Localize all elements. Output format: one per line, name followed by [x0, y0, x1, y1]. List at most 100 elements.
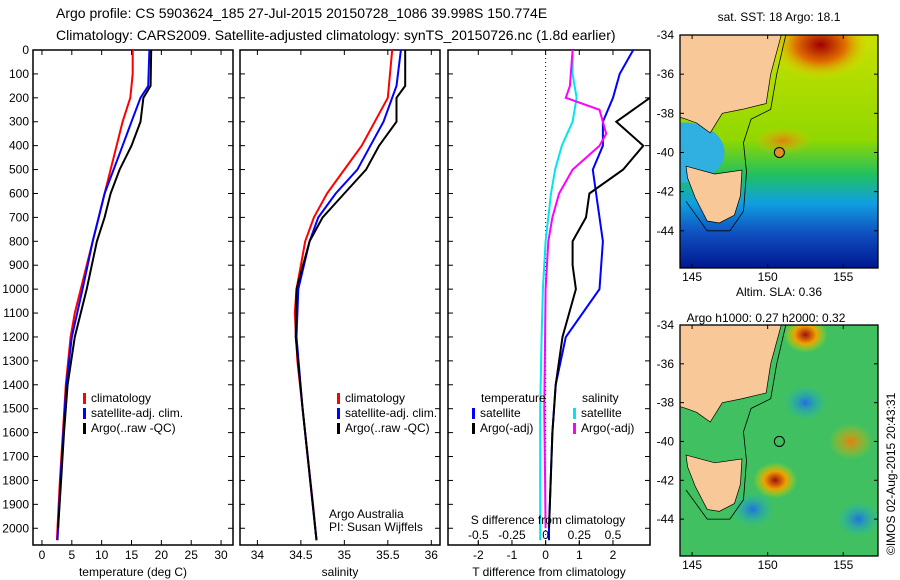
- map-x-tick-label: 150: [758, 558, 778, 572]
- legend-label: Argo(-adj): [581, 421, 634, 435]
- y-tick-label: 1400: [2, 378, 29, 392]
- x-tick-label: 1: [576, 548, 583, 562]
- map-y-tick-label: -38: [657, 396, 675, 410]
- plot-frame-0: [32, 49, 234, 546]
- x-tick-label: 15: [125, 548, 139, 562]
- y-tick-label: 600: [9, 186, 29, 200]
- x-tick-label: -2: [473, 548, 484, 562]
- y-tick-label: 1700: [2, 450, 29, 464]
- series-line-s-satellite: [539, 50, 578, 541]
- legend-swatch: [472, 423, 475, 434]
- legend-swatch: [472, 408, 475, 419]
- legend-title-temperature: temperature: [481, 391, 546, 405]
- copyright-label: ©IMOS 02-Aug-2015 20:43:31: [884, 392, 898, 555]
- x-tick-label: -1: [507, 548, 518, 562]
- y-tick-label: 0: [22, 43, 29, 57]
- legend-swatch: [573, 423, 576, 434]
- series-line-satellite-adj-clim-: [295, 50, 402, 541]
- x-tick-label: 2: [610, 548, 617, 562]
- legend-swatch: [83, 423, 86, 434]
- y-tick-label: 1800: [2, 473, 29, 487]
- x-tick-label: 34.5: [289, 548, 313, 562]
- y-tick-label: 1300: [2, 354, 29, 368]
- map-title: sat. SST: 18 Argo: 18.1: [718, 10, 841, 24]
- annotation: Argo Australia: [329, 507, 404, 521]
- x-tick-label: 25: [185, 548, 199, 562]
- y-tick-label: 1500: [2, 402, 29, 416]
- y-tick-label: 200: [9, 91, 29, 105]
- legend-label: satellite-adj. clim.: [91, 406, 183, 420]
- legend-swatch: [573, 408, 576, 419]
- sla-eddy: [783, 384, 828, 421]
- land-mainland: [680, 325, 782, 423]
- legend-label: climatology: [91, 391, 151, 405]
- legend-swatch: [83, 393, 86, 404]
- legend-swatch: [337, 393, 340, 404]
- map-y-tick-label: -34: [657, 318, 675, 332]
- map-y-tick-label: -36: [657, 67, 675, 81]
- series-line-argo-raw-qc-: [294, 50, 407, 541]
- series-line-argo-raw-qc-: [57, 50, 153, 529]
- sla-eddy: [836, 501, 878, 538]
- map-y-tick-label: -38: [657, 106, 675, 120]
- legend-swatch: [337, 423, 340, 434]
- x-tick-label: 0: [542, 548, 549, 562]
- map-y-tick-label: -40: [657, 145, 675, 159]
- argo-float-marker: [773, 146, 785, 158]
- x-tick-label: 35.5: [376, 548, 400, 562]
- map-title: Altim. SLA: 0.36: [736, 285, 822, 299]
- series-line-satellite-adj-clim-: [56, 50, 151, 541]
- sla-eddy: [828, 423, 873, 460]
- map-y-tick-label: -44: [657, 512, 675, 526]
- isobath-contour: [685, 325, 787, 520]
- y-tick-label: 1200: [2, 330, 29, 344]
- map-x-tick-label: 145: [682, 270, 702, 284]
- y-tick-label: 2000: [2, 521, 29, 535]
- map-y-tick-label: -36: [657, 357, 675, 371]
- y-tick-label: 300: [9, 115, 29, 129]
- land-tasmania: [685, 454, 743, 512]
- y-tick-label: 800: [9, 234, 29, 248]
- series-line-t-satellite: [548, 50, 635, 541]
- legend-label: satellite: [480, 406, 521, 420]
- legend-label: satellite: [581, 406, 622, 420]
- s-tick-label: 0: [542, 528, 549, 542]
- legend-label: Argo(..raw -QC): [345, 421, 430, 435]
- map-3: 145 150 155 -34 -36 -38 -40 -42 -44 sat. SST: 18 …: [657, 10, 879, 284]
- y-tick-label: 900: [9, 258, 29, 272]
- s-tick-label: -0.5: [468, 528, 489, 542]
- x-tick-label: 36: [425, 548, 439, 562]
- map-y-tick-label: -42: [657, 185, 675, 199]
- map-frame: [679, 324, 879, 557]
- y-tick-label: 1600: [2, 426, 29, 440]
- x-tick-label: 34: [251, 548, 265, 562]
- plot-frame-2: [447, 49, 651, 546]
- y-tick-label: 1900: [2, 497, 29, 511]
- x-tick-label: 20: [155, 548, 169, 562]
- y-tick-label: 1000: [2, 282, 29, 296]
- isobath-contour: [685, 35, 787, 232]
- series-line-climatology: [55, 50, 134, 541]
- legend-label: Argo(..raw -QC): [91, 421, 176, 435]
- y-tick-label: 500: [9, 163, 29, 177]
- map-4: 145 150 155 -34 -36 -38 -40 -42 -44 Altim. SLA: 0…: [657, 285, 879, 572]
- x-axis-label: T difference from climatology: [472, 565, 626, 579]
- y-tick-label: 400: [9, 139, 29, 153]
- x-tick-label: 35: [338, 548, 352, 562]
- x-axis-label: temperature (deg C): [79, 565, 187, 579]
- land-tasmania: [685, 165, 743, 224]
- warm-core: [770, 35, 871, 80]
- map-y-tick-label: -44: [657, 224, 675, 238]
- title-line-2: Climatology: CARS2009. Satellite-adjuste…: [56, 27, 616, 43]
- title-line-1: Argo profile: CS 5903624_185 27-Jul-2015…: [56, 5, 548, 21]
- map-x-tick-label: 155: [833, 270, 853, 284]
- x-axis-label: salinity: [322, 565, 359, 579]
- y-tick-label: 700: [9, 210, 29, 224]
- legend-title-salinity: salinity: [582, 391, 619, 405]
- map-x-tick-label: 150: [758, 270, 778, 284]
- y-tick-label: 100: [9, 67, 29, 81]
- x-tick-label: 0: [39, 548, 46, 562]
- s-tick-label: -0.25: [498, 528, 526, 542]
